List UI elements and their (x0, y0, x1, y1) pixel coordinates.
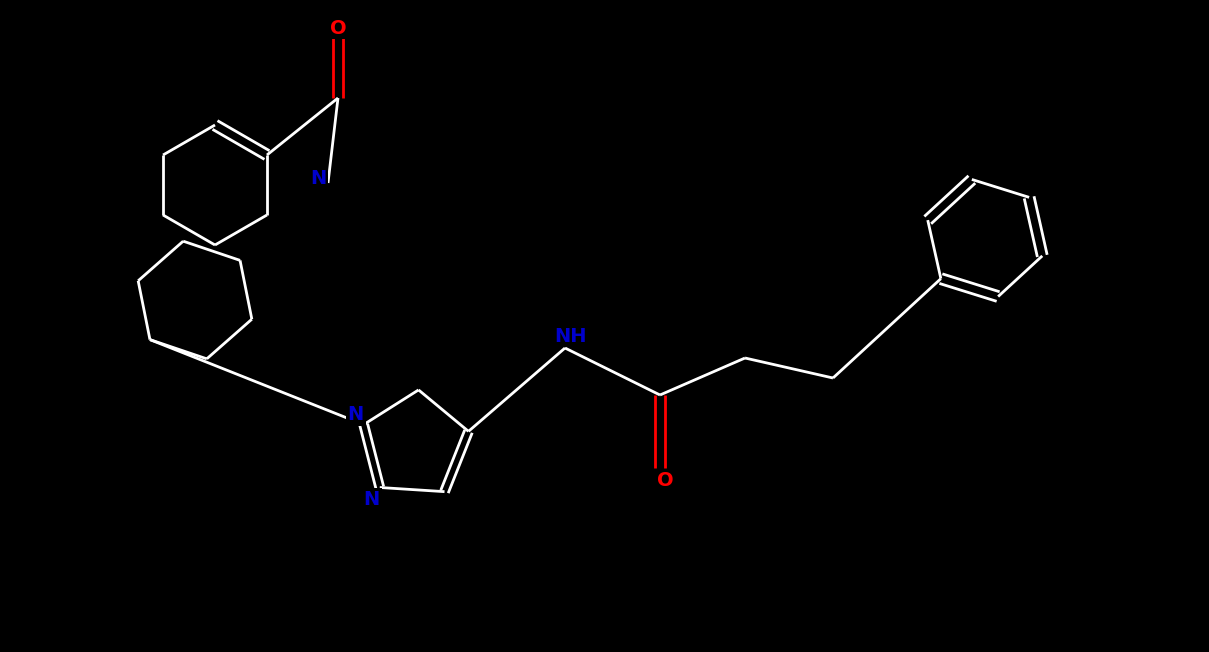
Text: NH: NH (554, 327, 586, 346)
Text: O: O (656, 471, 673, 490)
Text: N: N (347, 405, 364, 424)
Text: O: O (330, 18, 346, 38)
Text: N: N (310, 168, 326, 188)
Text: N: N (364, 490, 380, 509)
